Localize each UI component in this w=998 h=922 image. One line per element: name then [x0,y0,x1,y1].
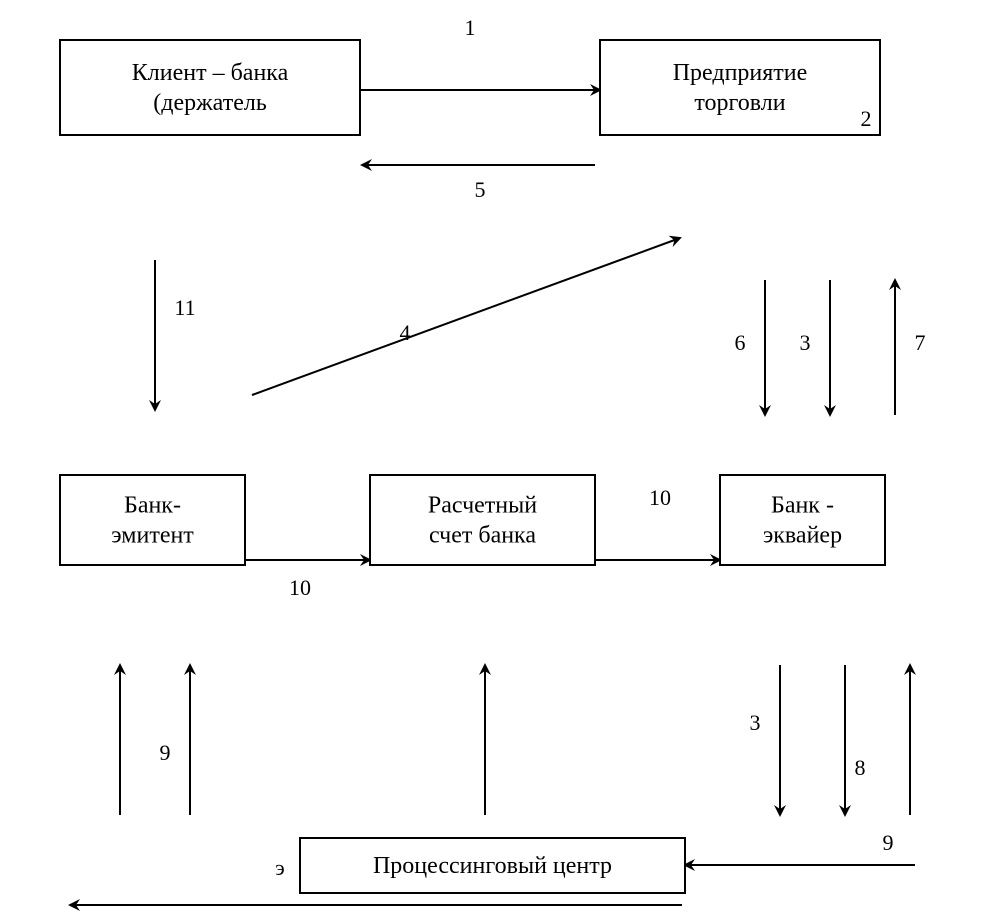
edge-label-e6: 6 [735,330,746,355]
edge-label-e_lbl: э [275,855,284,880]
node-text-issuer-1: эмитент [111,523,194,549]
node-acquirer: Банк - эквайер [720,475,885,565]
edge-label-e9c: 9 [883,830,894,855]
node-account: Расчетный счет банка [370,475,595,565]
node-client: Клиент – банка (держатель [60,40,360,135]
node-box-account [370,475,595,565]
node-text-client-1: (держатель [153,90,267,116]
node-text-account-1: счет банка [429,523,536,549]
node-box-merchant [600,40,880,135]
edge-label-e9b: 9 [160,740,171,765]
node-issuer: Банк-эмитент [60,475,245,565]
edge-label-e8: 8 [855,755,866,780]
node-text-merchant-1: торговли [694,90,785,116]
edge-label-e1: 1 [465,15,476,40]
edge-label-e5: 5 [475,177,486,202]
node-text-account-0: Расчетный [428,493,537,519]
flowchart-diagram: 1 5 11 4 6 3 7 10 10 9 3 8 9 э Клиент – банка (держател… [0,0,998,922]
node-merchant: Предприятие торговли 2 [600,40,880,135]
edge-label-e3a: 3 [800,330,811,355]
edge-label-e4: 4 [400,320,411,345]
node-text-processing-0: Процессинговый центр [373,853,612,879]
edge-e4 [252,238,680,395]
node-text-acquirer-1: эквайер [763,523,842,549]
edge-label-e3b: 3 [750,710,761,735]
node-text-issuer-0: Банк- [124,493,181,519]
node-processing: Процессинговый центр [300,838,685,893]
edge-label-e10b: 10 [649,485,671,510]
node-box-acquirer [720,475,885,565]
node-box-issuer [60,475,245,565]
node-text-acquirer-0: Банк - [771,493,834,519]
edge-label-e11: 11 [174,295,195,320]
edge-label-e10a: 10 [289,575,311,600]
node-corner-label-merchant: 2 [861,106,872,131]
node-box-client [60,40,360,135]
node-text-client-0: Клиент – банка [132,60,289,86]
edge-label-e7: 7 [915,330,926,355]
node-text-merchant-0: Предприятие [673,60,808,86]
